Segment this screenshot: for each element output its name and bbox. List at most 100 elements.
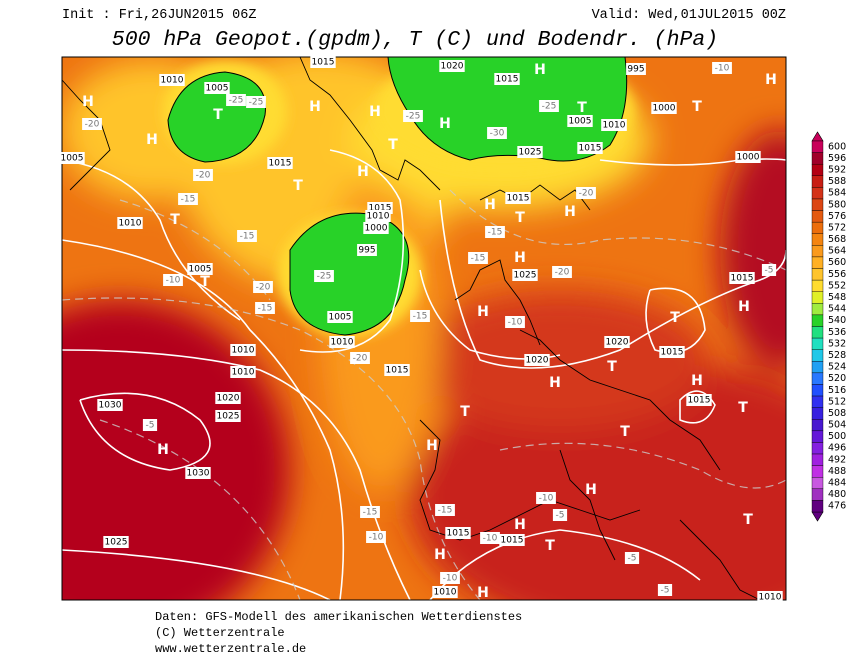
isobar-label-box [567,115,593,127]
colorbar-label: 580 [828,199,846,210]
temperature-label: -5 [146,421,155,431]
isobar-label-box [659,346,685,358]
isobar-label-box [117,217,143,229]
pressure-center: H [369,104,381,120]
temperature-label-box [255,302,275,314]
isobar-label-box [187,263,213,275]
colorbar-swatch [811,361,824,374]
colorbar-swatch [811,233,824,246]
colorbar-swatch [811,210,824,223]
colorbar-label: 560 [828,257,846,268]
pressure-center: T [293,178,303,194]
temperature-label-box [314,270,334,282]
temperature-label-box [552,509,568,521]
colorbar-label: 520 [828,373,846,384]
isobar-label: 1020 [217,394,240,404]
isobar-label-box [499,534,525,546]
temperature-label-box [712,62,732,74]
colorbar-swatch [811,349,824,362]
colorbar-swatch [811,268,824,281]
colorbar-label: 576 [828,211,846,222]
map-frame [61,56,787,601]
isobar-label-box [204,82,230,94]
pressure-center: H [146,132,158,148]
pressure-center: H [82,94,94,110]
isobar-label: 1025 [519,148,542,158]
pressure-center: H [309,99,321,115]
isobar-label-box [365,210,391,222]
footer-copyright: (C) Wetterzentrale [155,626,285,640]
init-time: Init : Fri,26JUN2015 06Z [62,8,256,23]
isobar-label-box [601,119,627,131]
colorbar-label: 492 [828,454,846,465]
colorbar-label: 496 [828,443,846,454]
isobar-label: 1015 [507,194,530,204]
temperature-label: -15 [438,506,453,516]
colorbar-label: 572 [828,222,846,233]
isobar-label: 1010 [232,368,255,378]
isobar-label: 1015 [501,536,524,546]
isobar-label-box [384,364,410,376]
isobar-label: 1005 [206,84,229,94]
isobar-label: 995 [627,65,644,75]
pressure-center: T [692,99,702,115]
temperature-label: -15 [258,304,273,314]
colorbar-label: 536 [828,327,846,338]
isobar-label-box [757,591,783,603]
pressure-center: T [607,359,617,375]
isobar-label-box [329,336,355,348]
colorbar-swatch [811,372,824,385]
colorbar-label: 584 [828,188,846,199]
temperature-label: -25 [317,272,332,282]
temperature-label-box [163,274,183,286]
pressure-center: T [515,210,525,226]
isobar-label-box [357,244,377,256]
isobar-label-box [230,366,256,378]
isobar-label: 1015 [688,396,711,406]
temperature-label: -10 [483,534,498,544]
pressure-center: H [765,72,777,88]
pressure-center: T [200,274,210,290]
temperature-label-box [246,96,266,108]
isobar-label: 1015 [386,366,409,376]
isobar-label: 1010 [331,338,354,348]
colorbar-swatch [811,314,824,327]
isobar-label-box [97,399,123,411]
colorbar-tip-bottom [811,511,824,522]
isobar-label: 1005 [329,313,352,323]
pressure-center: H [691,373,703,389]
temperature-label: -15 [471,254,486,264]
colorbar-swatch [811,303,824,316]
isobar-label: 1015 [369,204,392,214]
colorbar-swatch [811,291,824,304]
isobar-label: 1015 [579,144,602,154]
isobar-label: 1005 [189,265,212,275]
colorbar-label: 488 [828,466,846,477]
colorbar-swatch [811,465,824,478]
colorbar-swatch [811,337,824,350]
colorbar-swatch [811,198,824,211]
temperature-label-box [435,504,455,516]
colorbar-label: 504 [828,420,846,431]
temperature-label: -5 [628,554,637,564]
colorbar-swatch [811,477,824,490]
isobar-label-box [363,222,389,234]
pressure-center: H [738,299,750,315]
isobar-label-box [215,410,241,422]
pressure-center: T [170,212,180,228]
temperature-label: -25 [229,96,244,106]
colorbar-label: 544 [828,304,846,315]
isobar-label: 1015 [269,159,292,169]
pressure-center: H [439,116,451,132]
isobar-label: 1010 [603,121,626,131]
temperature-label-box [468,252,488,264]
temperature-label: -25 [542,102,557,112]
pressure-center: T [545,538,555,554]
temperature-label-box [403,110,423,122]
temperature-label: -30 [490,129,505,139]
isobar-label: 1010 [161,76,184,86]
colorbar-swatch [811,430,824,443]
temperature-label-box [552,266,572,278]
temperature-label: -20 [85,120,100,130]
